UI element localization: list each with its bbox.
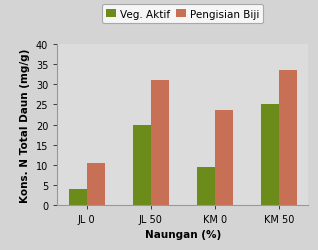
Bar: [215, 111, 233, 205]
Bar: [151, 80, 169, 205]
Bar: [86, 163, 105, 205]
Bar: [197, 167, 215, 205]
Bar: [133, 125, 151, 205]
Bar: [69, 189, 86, 205]
Bar: [261, 105, 279, 205]
Y-axis label: Kons. N Total Daun (mg/g): Kons. N Total Daun (mg/g): [20, 48, 30, 202]
Legend: Veg. Aktif, Pengisian Biji: Veg. Aktif, Pengisian Biji: [102, 6, 263, 24]
X-axis label: Naungan (%): Naungan (%): [145, 230, 221, 239]
Bar: [279, 71, 297, 205]
